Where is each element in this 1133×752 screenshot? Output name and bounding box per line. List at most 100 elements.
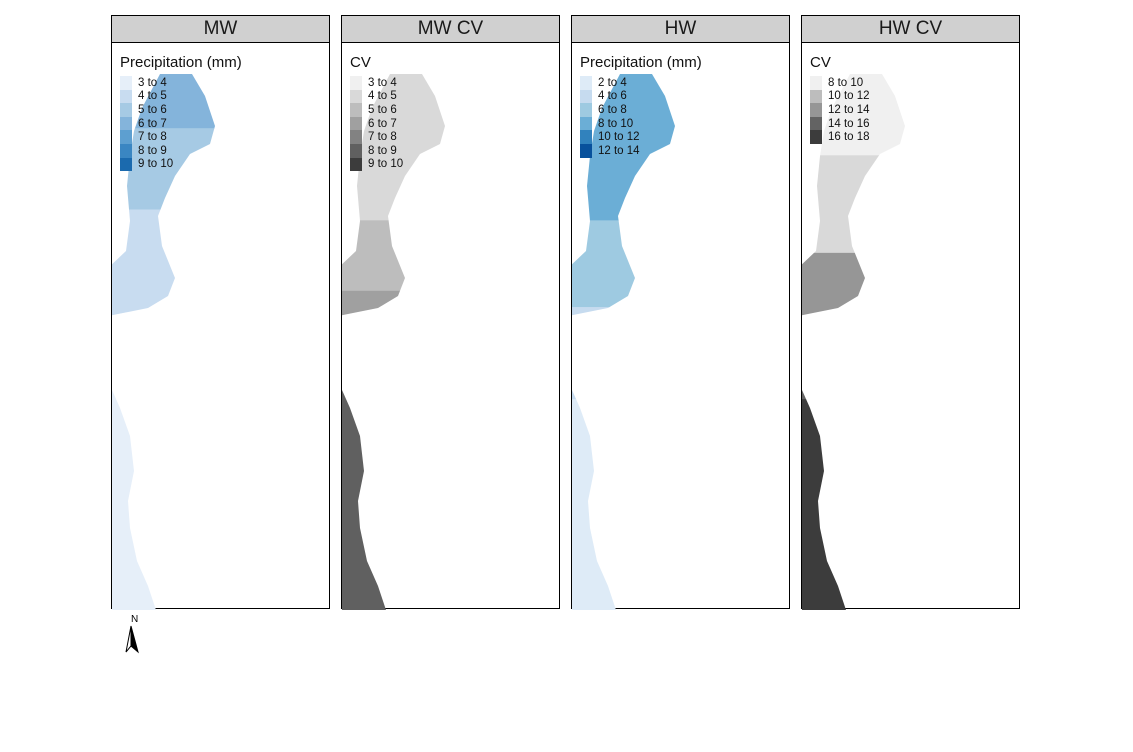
legend-label: 2 to 4 <box>598 76 627 89</box>
region-map <box>572 74 725 610</box>
legend-row: 6 to 7 <box>120 116 242 131</box>
legend-swatch <box>580 116 592 131</box>
legend-swatch <box>810 116 822 131</box>
legend-row: 5 to 6 <box>350 103 403 117</box>
legend-title: Precipitation (mm) <box>580 54 702 71</box>
legend-swatch <box>120 116 132 131</box>
map-zone <box>802 252 905 330</box>
legend-swatch <box>120 103 132 117</box>
legend-label: 9 to 10 <box>368 158 404 171</box>
legend-label: 12 to 14 <box>598 144 640 157</box>
legend-title: CV <box>350 54 371 71</box>
legend-label: 4 to 5 <box>138 90 167 103</box>
legend-row: 5 to 6 <box>120 103 242 117</box>
legend-swatch <box>350 143 362 158</box>
legend-row: 4 to 5 <box>120 89 242 104</box>
legend-swatch <box>350 116 362 131</box>
panel-title: MW <box>112 16 329 43</box>
legend-row: 12 to 14 <box>810 103 870 117</box>
legend-swatch <box>810 89 822 104</box>
map-spot <box>253 147 260 163</box>
north-label: N <box>131 614 138 625</box>
map-zone <box>802 399 905 610</box>
map-zone <box>112 317 215 610</box>
map-zone <box>802 155 905 254</box>
legend-swatch <box>350 157 362 172</box>
north-arrow-icon: N <box>125 614 139 654</box>
map-zone <box>572 399 675 610</box>
legend-row: 14 to 16 <box>810 116 870 131</box>
legend-label: 12 to 14 <box>828 103 870 116</box>
region-map <box>802 74 905 610</box>
legend-swatch <box>350 76 362 90</box>
legend-label: 9 to 10 <box>138 158 174 171</box>
legend-label: 14 to 16 <box>828 117 870 130</box>
legend-swatch <box>580 76 592 90</box>
legend-label: 6 to 8 <box>598 103 627 116</box>
map-spot <box>708 136 725 174</box>
legend-swatch <box>580 143 592 158</box>
map-spot <box>249 138 264 173</box>
legend-row: 12 to 14 <box>580 143 702 158</box>
legend-swatch <box>580 103 592 117</box>
map-spot <box>679 281 687 300</box>
region-map <box>342 74 445 610</box>
legend-label: 8 to 10 <box>598 117 634 130</box>
legend-swatch <box>810 130 822 144</box>
map-zone <box>572 307 675 400</box>
map-zone <box>112 209 215 319</box>
legend-swatch <box>350 89 362 104</box>
legend-label: 3 to 4 <box>368 76 397 89</box>
legend-row: 7 to 8 <box>120 130 242 144</box>
legend-swatch <box>120 89 132 104</box>
map-zone <box>572 220 675 308</box>
legend-row: 3 to 4 <box>350 76 403 90</box>
legend-swatch <box>120 76 132 90</box>
legend-label: 5 to 6 <box>368 103 397 116</box>
legend-label: 6 to 7 <box>368 117 397 130</box>
legend-label: 10 to 12 <box>598 131 640 144</box>
legend-swatch <box>810 76 822 90</box>
legend-swatch <box>580 130 592 144</box>
map-zone <box>342 290 445 341</box>
legend-swatch <box>350 103 362 117</box>
legend-title: Precipitation (mm) <box>120 54 242 71</box>
map-zone <box>342 388 445 610</box>
legend-label: 10 to 12 <box>828 90 870 103</box>
legend-row: 8 to 9 <box>350 143 403 158</box>
map-spot <box>713 147 720 163</box>
legend-row: 8 to 10 <box>810 76 870 90</box>
legend-row: 4 to 6 <box>580 89 702 104</box>
map-zone <box>342 339 445 389</box>
legend-row: 7 to 8 <box>350 130 403 144</box>
legend-title: CV <box>810 54 831 71</box>
legend-swatch <box>810 103 822 117</box>
legend-row: 8 to 10 <box>580 116 702 131</box>
legend-row: 3 to 4 <box>120 76 242 90</box>
map-legend: CV 8 to 10 10 to 12 12 to 14 14 to 16 16 to … <box>810 54 870 144</box>
legend-row: 9 to 10 <box>120 157 242 172</box>
panel-hw-cv: HW CV CV 8 to 10 10 to 12 12 to 14 14 to 16… <box>801 15 1020 610</box>
legend-label: 5 to 6 <box>138 103 167 116</box>
north-arrow-right-half <box>130 625 139 654</box>
legend-swatch <box>120 130 132 144</box>
legend-label: 7 to 8 <box>138 131 167 144</box>
map-zone <box>802 328 905 400</box>
legend-label: 8 to 9 <box>138 144 167 157</box>
legend-label: 16 to 18 <box>828 131 870 144</box>
legend-swatch <box>580 89 592 104</box>
legend-label: 6 to 7 <box>138 117 167 130</box>
panel-title: MW CV <box>342 16 559 43</box>
map-spot <box>219 281 227 300</box>
panel-title: HW CV <box>802 16 1019 43</box>
panel-title: HW <box>572 16 789 43</box>
legend-row: 16 to 18 <box>810 130 870 144</box>
legend-row: 6 to 8 <box>580 103 702 117</box>
legend-row: 9 to 10 <box>350 157 404 172</box>
legend-row: 6 to 7 <box>350 116 403 131</box>
north-arrow-left-half <box>125 625 132 653</box>
legend-label: 3 to 4 <box>138 76 167 89</box>
